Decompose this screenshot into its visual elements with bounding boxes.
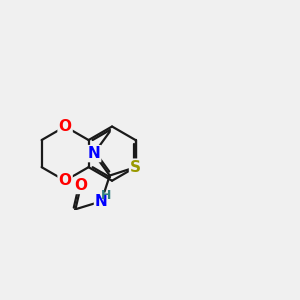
Text: O: O	[58, 173, 72, 188]
Text: N: N	[87, 146, 100, 161]
Text: N: N	[95, 194, 108, 209]
Text: O: O	[58, 119, 72, 134]
Text: H: H	[101, 189, 111, 203]
Text: O: O	[74, 178, 87, 193]
Text: S: S	[130, 160, 141, 175]
